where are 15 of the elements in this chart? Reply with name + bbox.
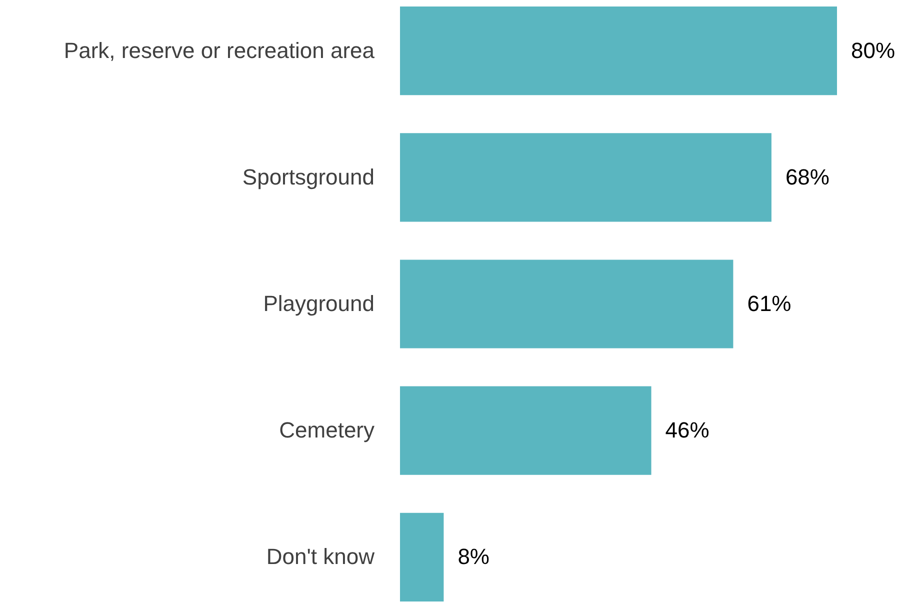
data-label: 46% — [665, 418, 710, 443]
y-tick-label: Don't know — [266, 544, 375, 570]
y-tick-label: Park, reserve or recreation area — [64, 38, 376, 63]
y-tick-label: Sportsground — [242, 164, 374, 190]
data-label: 8% — [458, 544, 490, 570]
y-tick-label: Playground — [263, 291, 374, 316]
data-label: 80% — [851, 38, 896, 63]
data-label: 61% — [747, 291, 792, 316]
bar — [400, 386, 652, 475]
bar — [400, 512, 444, 602]
bar — [400, 260, 734, 348]
bar — [400, 6, 837, 96]
y-tick-label: Cemetery — [279, 418, 374, 443]
data-label: 68% — [785, 164, 830, 190]
bar — [400, 133, 772, 222]
